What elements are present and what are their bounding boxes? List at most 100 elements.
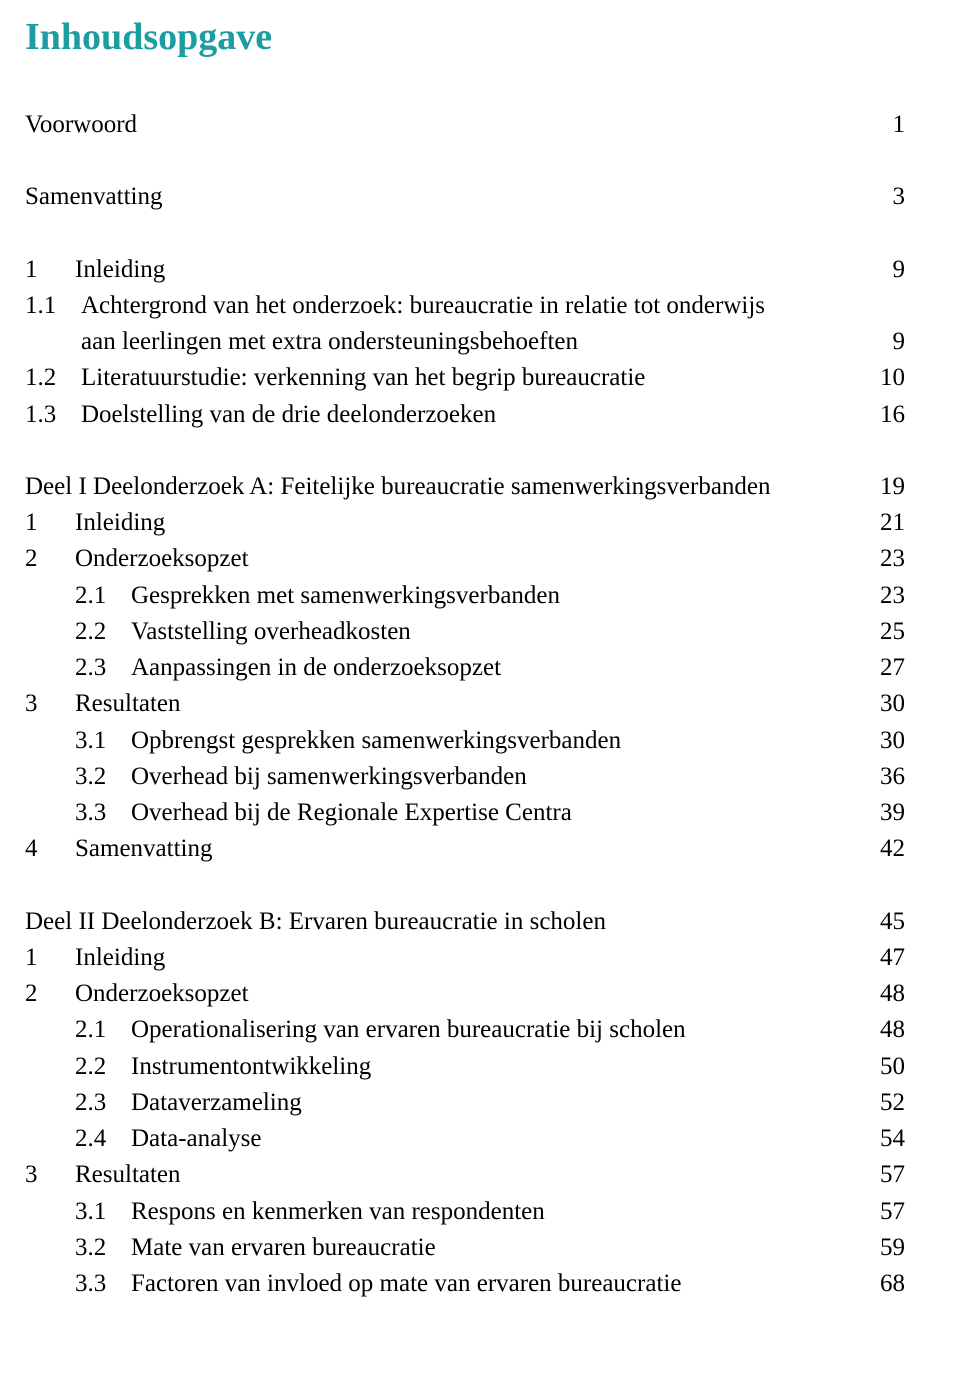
toc-entry-page: 25	[865, 614, 905, 650]
toc-entry-page: 45	[865, 904, 905, 940]
toc-entry-number: 3.1	[75, 1194, 131, 1230]
toc-entry-label: 3.3Overhead bij de Regionale Expertise C…	[75, 795, 865, 831]
toc-entry-number: 3.2	[75, 1230, 131, 1266]
toc-entry-number: 4	[25, 831, 75, 867]
toc-entry-text: Voorwoord	[25, 111, 137, 138]
toc-entry-label: 1.3Doelstelling van de drie deelonderzoe…	[25, 397, 865, 433]
toc-entry-number: 2	[25, 541, 75, 577]
toc-entry: 3.2Mate van ervaren bureaucratie59	[25, 1230, 905, 1266]
toc-entry-page: 47	[865, 940, 905, 976]
toc-entry-label: Voorwoord	[25, 107, 865, 143]
toc-entry-number: 1.1	[25, 288, 81, 324]
toc-entry-page: 57	[865, 1194, 905, 1230]
toc-entry-text: Dataverzameling	[131, 1089, 302, 1116]
toc-entry-page: 52	[865, 1085, 905, 1121]
toc-entry: Voorwoord 1	[25, 107, 905, 143]
toc-entry: 2.3Aanpassingen in de onderzoeksopzet27	[25, 650, 905, 686]
toc-entry-label: 3.2Mate van ervaren bureaucratie	[75, 1230, 865, 1266]
toc-entry-page: 48	[865, 976, 905, 1012]
toc-entry-number: 3.2	[75, 759, 131, 795]
toc-entry: Deel II Deelonderzoek B: Ervaren bureauc…	[25, 904, 905, 940]
toc-entry-page: 9	[865, 252, 905, 288]
toc-entry-label: 2.3Dataverzameling	[75, 1085, 865, 1121]
toc-entry-number: 3.3	[75, 795, 131, 831]
toc-entry-label: 2Onderzoeksopzet	[25, 976, 865, 1012]
toc-entry-page: 30	[865, 686, 905, 722]
toc-entry-text: Respons en kenmerken van respondenten	[131, 1198, 545, 1225]
page-title: Inhoudsopgave	[25, 15, 905, 59]
toc-entry-number: 3	[25, 686, 75, 722]
toc-entry-text: Factoren van invloed op mate van ervaren…	[131, 1270, 681, 1297]
toc-entry-number: 2.3	[75, 650, 131, 686]
toc-entry-label: 1Inleiding	[25, 940, 865, 976]
toc-entry-page: 9	[865, 324, 905, 360]
toc-entry-page: 1	[865, 107, 905, 143]
toc-spacer	[25, 143, 905, 179]
toc-entry-label: Deel I Deelonderzoek A: Feitelijke burea…	[25, 469, 865, 505]
toc-entry-number: 2.1	[75, 578, 131, 614]
toc-entry-number: 1	[25, 940, 75, 976]
toc-entry-label: 3.2Overhead bij samenwerkingsverbanden	[75, 759, 865, 795]
toc-entry-page: 30	[865, 723, 905, 759]
toc-entry-label: 2.1Operationalisering van ervaren bureau…	[75, 1012, 865, 1048]
toc-entry-label: 2Onderzoeksopzet	[25, 541, 865, 577]
toc-entry-number: 1	[25, 252, 75, 288]
toc-entry-text: Aanpassingen in de onderzoeksopzet	[131, 654, 501, 681]
toc-entry-number: 1.2	[25, 360, 81, 396]
toc-entry-text: Literatuurstudie: verkenning van het beg…	[81, 364, 645, 391]
toc-entry-label: 4Samenvatting	[25, 831, 865, 867]
toc-entry-text: Achtergrond van het onderzoek: bureaucra…	[81, 292, 765, 319]
toc-entry-page: 57	[865, 1157, 905, 1193]
toc-entry: 4Samenvatting42	[25, 831, 905, 867]
toc-entry-text: Samenvatting	[25, 183, 162, 210]
toc-entry-label: 1Inleiding	[25, 505, 865, 541]
toc-entry: 2Onderzoeksopzet23	[25, 541, 905, 577]
toc-entry: 1.3Doelstelling van de drie deelonderzoe…	[25, 397, 905, 433]
toc-entry-label: 3Resultaten	[25, 1157, 865, 1193]
toc-entry-text: Resultaten	[75, 690, 181, 717]
toc-entry-page: 3	[865, 179, 905, 215]
toc-entry: 2.2Instrumentontwikkeling50	[25, 1049, 905, 1085]
toc-entry-number: 3.1	[75, 723, 131, 759]
toc-entry-page: 36	[865, 759, 905, 795]
toc-entry: 2.1Operationalisering van ervaren bureau…	[25, 1012, 905, 1048]
toc-entry-label: Deel II Deelonderzoek B: Ervaren bureauc…	[25, 904, 865, 940]
table-of-contents: Voorwoord1Samenvatting31Inleiding91.1Ach…	[25, 107, 905, 1302]
toc-entry-page: 54	[865, 1121, 905, 1157]
toc-entry-page: 42	[865, 831, 905, 867]
toc-spacer	[25, 216, 905, 252]
toc-entry-text: Overhead bij samenwerkingsverbanden	[131, 763, 527, 790]
toc-entry: 3.2Overhead bij samenwerkingsverbanden36	[25, 759, 905, 795]
toc-entry-label: 3.1Respons en kenmerken van respondenten	[75, 1194, 865, 1230]
toc-spacer	[25, 433, 905, 469]
toc-entry: 2.1Gesprekken met samenwerkingsverbanden…	[25, 578, 905, 614]
toc-entry-number: 1	[25, 505, 75, 541]
toc-entry: 3.3Overhead bij de Regionale Expertise C…	[25, 795, 905, 831]
toc-entry: 2.2Vaststelling overheadkosten25	[25, 614, 905, 650]
toc-entry: 3Resultaten57	[25, 1157, 905, 1193]
toc-entry-label: 1.1Achtergrond van het onderzoek: bureau…	[25, 288, 905, 324]
toc-entry-page: 21	[865, 505, 905, 541]
toc-entry-page: 39	[865, 795, 905, 831]
toc-entry: 2.4Data-analyse54	[25, 1121, 905, 1157]
toc-entry-number: 2.2	[75, 614, 131, 650]
toc-entry: 3Resultaten 30	[25, 686, 905, 722]
toc-entry-page: 19	[865, 469, 905, 505]
toc-entry-page: 68	[865, 1266, 905, 1302]
toc-entry-text: Inleiding	[75, 509, 165, 536]
toc-entry: 1Inleiding9	[25, 252, 905, 288]
toc-entry-number: 2.1	[75, 1012, 131, 1048]
toc-entry-label: 2.2Instrumentontwikkeling	[75, 1049, 865, 1085]
toc-entry-number: 2	[25, 976, 75, 1012]
toc-entry: 1.1Achtergrond van het onderzoek: bureau…	[25, 288, 905, 324]
toc-entry: 3.3Factoren van invloed op mate van erva…	[25, 1266, 905, 1302]
toc-entry-page: 50	[865, 1049, 905, 1085]
toc-entry: 3.1Opbrengst gesprekken samenwerkingsver…	[25, 723, 905, 759]
toc-entry-number: 3	[25, 1157, 75, 1193]
toc-entry-label: 2.3Aanpassingen in de onderzoeksopzet	[75, 650, 865, 686]
toc-entry-continuation: aan leerlingen met extra ondersteuningsb…	[25, 324, 905, 360]
toc-entry-page: 27	[865, 650, 905, 686]
toc-entry-text: Operationalisering van ervaren bureaucra…	[131, 1016, 686, 1043]
toc-entry-label: aan leerlingen met extra ondersteuningsb…	[25, 324, 865, 360]
toc-entry-page: 59	[865, 1230, 905, 1266]
